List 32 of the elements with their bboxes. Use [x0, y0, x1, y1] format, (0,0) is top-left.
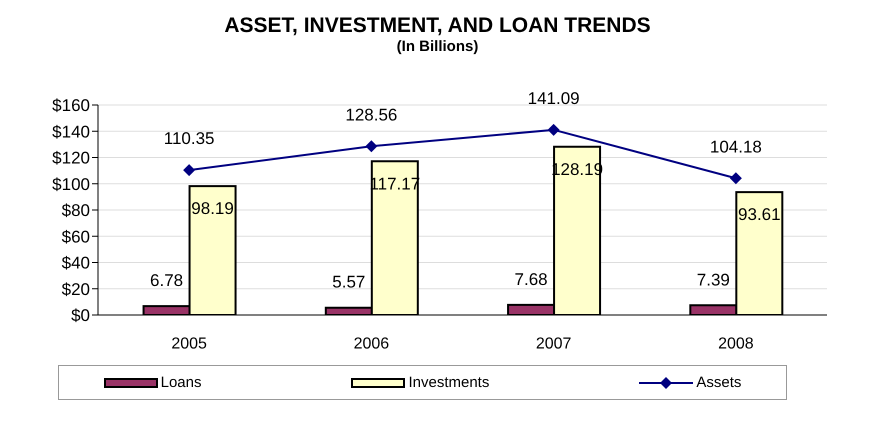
y-tick-label: $120 — [52, 148, 90, 168]
x-tick-label: 2007 — [536, 335, 572, 352]
y-tick-label: $20 — [62, 280, 90, 299]
data-label: 93.61 — [738, 205, 781, 224]
data-label: 5.57 — [332, 272, 366, 292]
data-label: 141.09 — [528, 88, 580, 108]
data-label: 98.19 — [191, 199, 234, 218]
data-label: 104.18 — [710, 137, 762, 156]
legend-label: Loans — [160, 374, 202, 391]
legend-label: Investments — [407, 374, 490, 391]
y-tick-label: $40 — [62, 254, 90, 273]
point — [365, 140, 378, 152]
chart-subtitle: (In Billions) — [396, 38, 480, 55]
data-label: 6.78 — [150, 271, 184, 290]
y-tick-label: $0 — [71, 306, 90, 326]
point — [730, 172, 742, 184]
y-tick-label: $60 — [62, 227, 90, 246]
x-tick-label: 2005 — [171, 335, 208, 352]
point — [183, 164, 196, 176]
y-tick-label: $160 — [52, 96, 90, 116]
y-tick-label: $140 — [52, 122, 90, 142]
data-label: 7.39 — [696, 270, 730, 290]
y-tick-label: $100 — [52, 174, 90, 194]
data-label: 128.56 — [345, 105, 398, 124]
data-label: 7.68 — [514, 270, 548, 289]
point — [548, 124, 560, 136]
legend-label: Assets — [695, 374, 742, 391]
x-tick-label: 2008 — [718, 335, 754, 352]
y-tick-label: $80 — [62, 201, 90, 220]
x-tick-label: 2006 — [354, 335, 390, 352]
chart-title: ASSET, INVESTMENT, AND LOAN TRENDS — [223, 13, 652, 38]
data-label: 110.35 — [164, 129, 214, 148]
